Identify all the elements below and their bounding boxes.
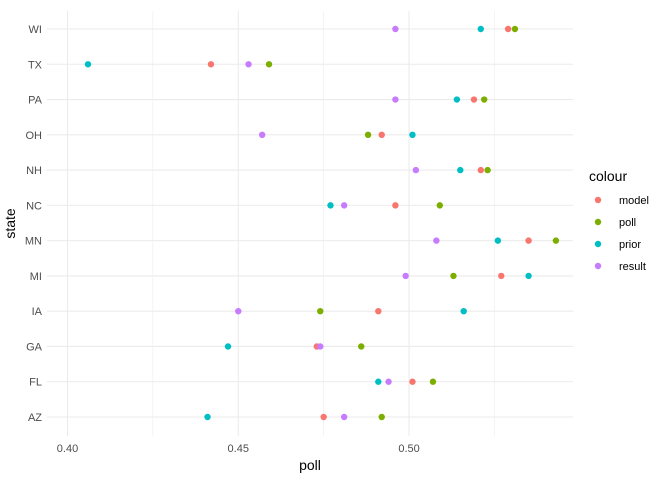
point-result-nh	[412, 166, 420, 174]
y-tick-label-wi: WI	[29, 24, 42, 36]
legend-label-model: model	[619, 195, 649, 207]
point-prior-wi	[477, 25, 484, 33]
y-tick-label-nh: NH	[26, 165, 42, 177]
x-tick-label: 0.50	[398, 443, 419, 455]
y-tick-label-mn: MN	[25, 236, 42, 248]
point-poll-tx	[265, 61, 273, 68]
points-layer	[84, 25, 560, 421]
point-result-mn	[433, 237, 440, 244]
point-result-az	[340, 413, 348, 421]
point-result-fl	[385, 378, 392, 385]
point-result-nc	[340, 202, 348, 209]
point-prior-pa	[453, 96, 461, 103]
point-result-mi	[402, 272, 409, 280]
point-model-mn	[525, 237, 532, 244]
point-poll-fl	[429, 378, 437, 385]
point-poll-mn	[552, 237, 560, 244]
legend-label-prior: prior	[619, 239, 641, 251]
point-result-wi	[392, 25, 399, 33]
grid-layer	[47, 11, 573, 436]
y-tick-label-fl: FL	[29, 377, 42, 389]
y-tick-label-pa: PA	[28, 95, 43, 107]
x-tick-label: 0.40	[57, 443, 78, 455]
point-prior-nc	[327, 202, 334, 209]
point-model-pa	[470, 96, 478, 103]
point-poll-ia	[317, 307, 324, 315]
legend-key-result	[594, 262, 602, 270]
point-model-oh	[378, 131, 385, 139]
point-model-tx	[207, 61, 215, 68]
legend-title: colour	[589, 168, 627, 184]
point-prior-oh	[409, 131, 416, 139]
point-result-oh	[258, 131, 266, 139]
y-tick-label-tx: TX	[28, 59, 43, 71]
x-axis-title: poll	[299, 457, 321, 473]
point-prior-tx	[84, 61, 92, 68]
y-axis-title: state	[2, 208, 18, 239]
legend-label-result: result	[619, 261, 646, 273]
y-tick-label-nc: NC	[26, 200, 42, 212]
point-prior-mn	[494, 237, 502, 244]
point-model-nh	[477, 166, 484, 174]
axis-layer: poll state 0.40 0.45 0.50 AZ FL GA IA MI MN NC NH O…	[2, 24, 420, 473]
point-result-ga	[317, 343, 324, 350]
point-model-nc	[392, 202, 399, 209]
point-prior-mi	[525, 272, 532, 280]
point-poll-wi	[511, 25, 519, 33]
legend-key-poll	[594, 218, 602, 226]
point-prior-ia	[460, 307, 467, 315]
point-model-mi	[498, 272, 505, 280]
y-tick-label-mi: MI	[30, 271, 42, 283]
point-result-ia	[235, 307, 242, 315]
point-poll-mi	[450, 272, 457, 280]
point-model-az	[320, 413, 327, 421]
point-model-fl	[409, 378, 416, 385]
legend: colour model poll prior result	[589, 168, 649, 273]
point-result-tx	[245, 61, 252, 68]
legend-key-prior	[594, 240, 602, 248]
y-tick-label-az: AZ	[28, 412, 42, 424]
y-tick-label-ga: GA	[26, 341, 43, 353]
point-prior-ga	[224, 343, 232, 350]
legend-label-poll: poll	[619, 217, 636, 229]
point-result-pa	[392, 96, 399, 103]
point-prior-az	[204, 413, 211, 421]
point-poll-az	[378, 413, 385, 421]
point-poll-nc	[436, 202, 443, 209]
x-tick-label: 0.45	[228, 443, 249, 455]
point-poll-ga	[358, 343, 365, 350]
point-prior-nh	[457, 166, 464, 174]
point-poll-oh	[364, 131, 372, 139]
point-prior-fl	[375, 378, 382, 385]
y-tick-label-oh: OH	[26, 130, 43, 142]
point-model-ia	[375, 307, 382, 315]
point-poll-pa	[480, 96, 488, 103]
point-poll-nh	[484, 166, 491, 174]
legend-key-model	[594, 196, 602, 204]
y-tick-label-ia: IA	[32, 306, 43, 318]
point-model-wi	[504, 25, 512, 33]
